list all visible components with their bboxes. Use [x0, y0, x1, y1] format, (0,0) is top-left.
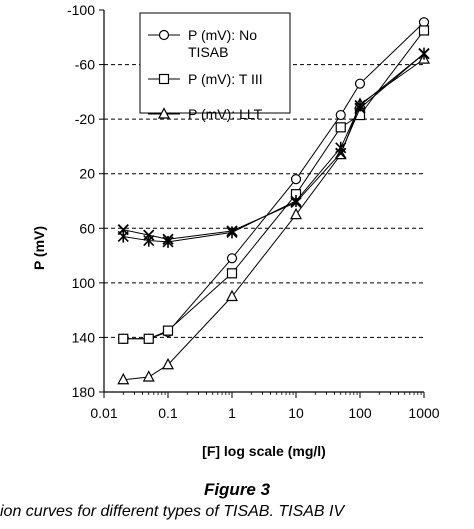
data-point: [418, 47, 430, 60]
x-tick-label: 100: [348, 405, 372, 421]
y-tick-label: 60: [79, 220, 95, 236]
legend-marker: [158, 29, 170, 41]
legend-entry: P (mV): LLT: [148, 106, 263, 122]
data-point: [335, 141, 347, 154]
x-tick-label: 1000: [408, 405, 439, 421]
figure-caption: ion curves for different types of TISAB.…: [0, 503, 345, 520]
data-point: [226, 226, 238, 239]
data-point: [143, 234, 155, 247]
legend-label: P (mV): LLT: [188, 106, 263, 122]
data-point: [226, 253, 238, 264]
series-line: [123, 53, 425, 243]
data-point: [118, 333, 129, 344]
legend-label: P (mV): No: [188, 27, 257, 43]
y-tick-label: -20: [75, 111, 95, 127]
x-tick-label: 1: [228, 405, 236, 421]
series-star: [117, 47, 430, 248]
data-point: [226, 268, 238, 279]
data-point: [162, 235, 174, 248]
data-point: [290, 207, 302, 220]
y-tick-label: 20: [79, 166, 95, 182]
data-point: [335, 122, 346, 133]
legend-box: [139, 12, 291, 114]
data-point: [418, 25, 430, 36]
x-tick-label: 0.1: [158, 405, 178, 421]
gridlines: [104, 64, 424, 338]
data-point: [143, 333, 154, 344]
data-point: [290, 174, 302, 185]
x-tick-label: 0.01: [90, 405, 117, 421]
data-point: [162, 357, 174, 370]
data-point: [290, 195, 302, 207]
legend-entry: P (mV): T III: [148, 71, 263, 87]
data-point: [335, 109, 346, 121]
legend-marker: [158, 73, 170, 85]
data-point: [354, 78, 366, 89]
legend-label: TISAB: [188, 44, 228, 60]
x-axis-title: [F] log scale (mg/l): [202, 443, 326, 459]
data-point: [142, 370, 155, 382]
y-axis-title: P (mV): [31, 226, 47, 270]
data-point: [226, 289, 238, 302]
y-tick-label: 140: [72, 329, 96, 345]
y-tick-label: 180: [72, 384, 96, 400]
data-point: [117, 230, 129, 243]
y-axis-ticks: -100 -60 -20 20 60 100 140 180: [67, 2, 104, 400]
legend-label: P (mV): T III: [188, 71, 263, 87]
y-tick-label: -100: [67, 2, 95, 18]
data-point: [117, 372, 130, 385]
legend-marker: [158, 107, 170, 119]
x-tick-label: 10: [288, 405, 304, 421]
figure-label: Figure 3: [203, 480, 271, 499]
data-point: [354, 99, 366, 112]
x-axis-ticks: 0.01 0.1 1 10 100 1000: [90, 392, 440, 421]
y-tick-label: -60: [75, 57, 95, 73]
axes: [103, 10, 424, 393]
chart: -100 -60 -20 20 60 100 140 180 0.01 0.1 1 10 100 100…: [31, 2, 440, 459]
y-tick-label: 100: [72, 275, 96, 291]
series-group: [117, 17, 430, 385]
data-point: [162, 325, 174, 336]
series-square: [118, 25, 430, 344]
